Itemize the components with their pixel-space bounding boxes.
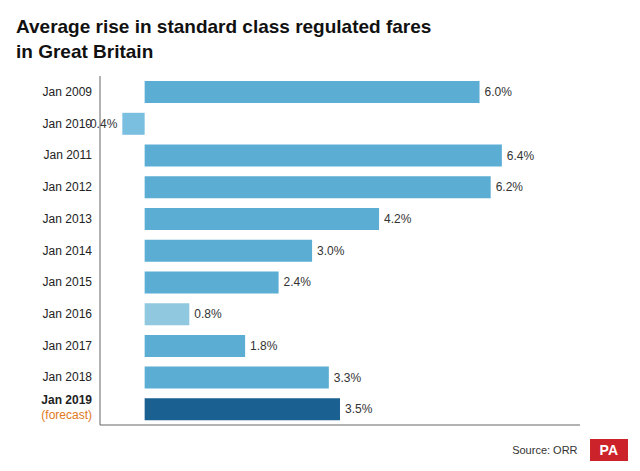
svg-text:Jan 2017: Jan 2017 — [43, 339, 93, 353]
svg-text:3.3%: 3.3% — [334, 371, 362, 385]
svg-text:Jan 2010: Jan 2010 — [43, 117, 93, 131]
html-text:PA: PA — [599, 442, 618, 458]
svg-text:Jan 2013: Jan 2013 — [43, 212, 93, 226]
svg-text:6.0%: 6.0% — [485, 85, 513, 99]
svg-text:6.2%: 6.2% — [496, 180, 524, 194]
svg-text:Jan 2011: Jan 2011 — [44, 148, 93, 162]
html-text:Average rise in standard class: Average rise in standard class regulated… — [16, 16, 432, 37]
svg-text:3.5%: 3.5% — [345, 402, 373, 416]
svg-text:(forecast): (forecast) — [41, 408, 92, 422]
html-text:Source: ORR: Source: ORR — [512, 444, 578, 456]
html-text:in Great Britain: in Great Britain — [16, 41, 154, 62]
svg-text:0.8%: 0.8% — [194, 307, 222, 321]
svg-text:Jan 2018: Jan 2018 — [43, 370, 93, 384]
svg-text:3.0%: 3.0% — [317, 244, 345, 258]
svg-text:-0.4%: -0.4% — [86, 117, 118, 131]
svg-text:2.4%: 2.4% — [284, 275, 312, 289]
svg-text:Jan 2016: Jan 2016 — [43, 307, 93, 321]
svg-text:4.2%: 4.2% — [384, 212, 412, 226]
svg-text:Jan 2012: Jan 2012 — [43, 180, 93, 194]
svg-text:Jan 2015: Jan 2015 — [43, 275, 93, 289]
svg-text:1.8%: 1.8% — [250, 339, 278, 353]
svg-text:Jan 2019: Jan 2019 — [41, 393, 92, 407]
svg-text:Jan 2014: Jan 2014 — [43, 244, 93, 258]
svg-text:Jan 2009: Jan 2009 — [43, 85, 93, 99]
svg-text:6.4%: 6.4% — [507, 149, 535, 163]
